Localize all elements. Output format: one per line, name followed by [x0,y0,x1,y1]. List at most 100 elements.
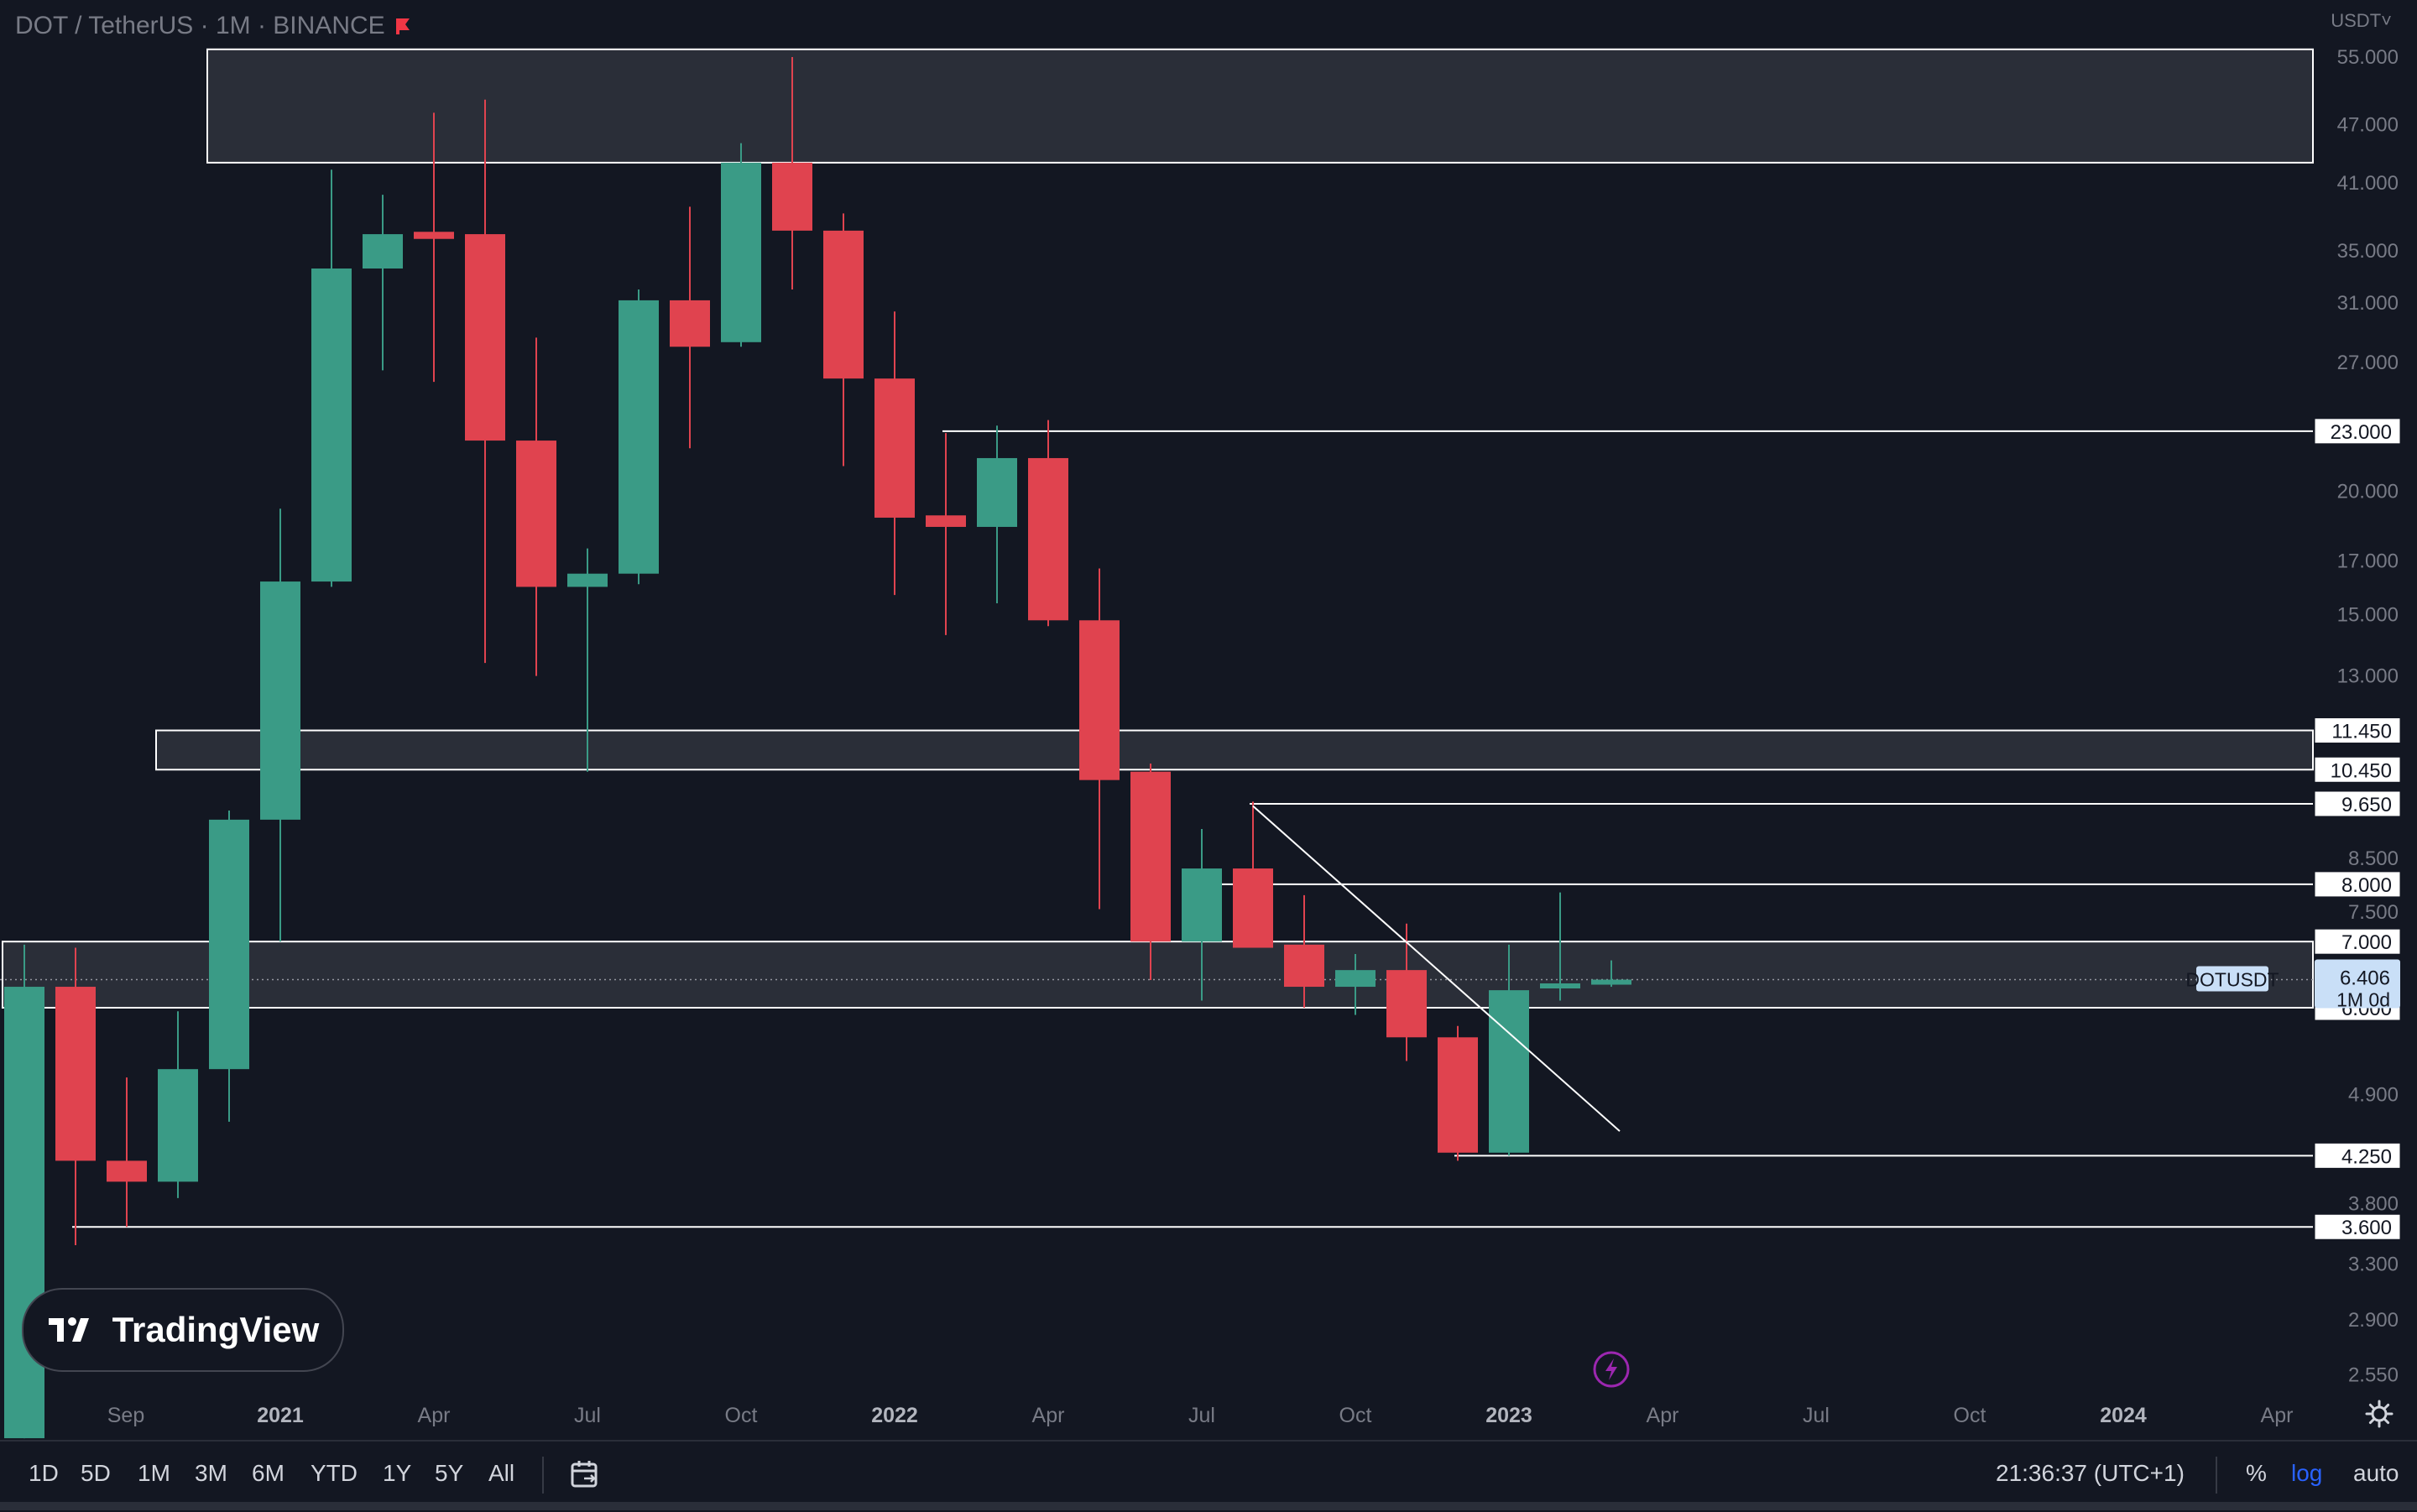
level-price-tag[interactable] [2314,717,2401,744]
x-tick-label: Apr [2261,1404,2294,1427]
level-price-label: 9.650 [2341,794,2392,816]
candle-body[interactable] [1079,620,1120,780]
y-tick-label: 47.000 [2337,113,2399,136]
level-price-label: 4.250 [2341,1145,2392,1168]
price-chart[interactable]: 55.000 47.000 41.000 35.000 31.000 27.000 20.0… [0,0,2417,1440]
y-tick-label: 15.000 [2337,603,2399,626]
x-tick-label: Sep [107,1404,144,1427]
range-5d-button[interactable]: 5D [81,1460,111,1486]
candle-body[interactable] [1489,990,1529,1153]
candle-body[interactable] [567,573,608,587]
range-3m-button[interactable]: 3M [195,1460,227,1486]
candle-body[interactable] [107,1160,147,1182]
range-all-button[interactable]: All [488,1460,515,1486]
candle-body[interactable] [414,232,454,239]
symbol-badge-label: DOTUSDT [2185,969,2279,991]
candle-body[interactable] [516,441,556,587]
candle-body[interactable] [158,1069,198,1182]
symbol-badge[interactable] [2196,966,2268,992]
trendline[interactable] [1252,805,1621,1132]
candle-body[interactable] [55,987,96,1161]
y-tick-label: 17.000 [2337,550,2399,572]
y-tick-label: 3.800 [2348,1193,2399,1216]
candle-body[interactable] [1438,1037,1478,1153]
y-tick-label: 7.500 [2348,901,2399,924]
range-1d-button[interactable]: 1D [29,1460,59,1486]
resistance-zone[interactable] [2,941,2314,1009]
range-5y-button[interactable]: 5Y [435,1460,464,1486]
candle-body[interactable] [4,987,44,1439]
y-tick-label: 2.900 [2348,1309,2399,1332]
candle-body[interactable] [1335,970,1376,988]
tradingview-logo: TradingView [22,1288,344,1372]
level-price-tag[interactable] [2314,928,2401,955]
candle-body[interactable] [363,234,403,269]
candle-body[interactable] [311,269,352,582]
bar-countdown-label: 1M 0d [2336,989,2390,1011]
lightning-icon[interactable] [1592,1350,1631,1389]
candle-body[interactable] [465,234,505,441]
x-tick-label: 2022 [871,1404,918,1427]
y-tick-label: 35.000 [2337,240,2399,263]
auto-toggle[interactable]: auto [2353,1460,2399,1486]
log-toggle[interactable]: log [2291,1460,2323,1486]
candle-body[interactable] [772,162,812,231]
goto-date-icon[interactable] [569,1458,601,1490]
level-price-tag[interactable] [2314,418,2401,445]
bottom-edge [0,1502,2417,1510]
clock-display[interactable]: 21:36:37 (UTC+1) [1996,1460,2185,1486]
candle-body[interactable] [823,230,864,379]
percent-toggle[interactable]: % [2246,1460,2267,1486]
candle-body[interactable] [1591,979,1631,985]
candle-body[interactable] [1284,944,1324,988]
x-tick-label: Jul [1803,1404,1830,1427]
candle-body[interactable] [619,300,659,574]
y-tick-label: 41.000 [2337,172,2399,195]
level-price-tag[interactable] [2314,1213,2401,1240]
x-tick-label: 2023 [1485,1404,1532,1427]
current-price-label: 6.406 [2340,967,2390,990]
settings-gear-icon[interactable] [2365,1400,2394,1428]
candle-body[interactable] [1233,868,1273,948]
level-price-tag[interactable] [2314,1142,2401,1169]
x-tick-label: 2024 [2100,1404,2147,1427]
candle-body[interactable] [1386,970,1427,1038]
y-tick-label: 55.000 [2337,46,2399,69]
x-tick-label: Oct [1339,1404,1372,1427]
level-price-tag[interactable] [2314,790,2401,817]
candle-body[interactable] [721,162,761,342]
candle-body[interactable] [209,819,249,1070]
toolbar-divider [2216,1457,2217,1494]
resistance-zone[interactable] [155,729,2314,771]
current-price-tag[interactable] [2315,959,2400,1009]
y-tick-label: 3.300 [2348,1254,2399,1276]
currency-selector[interactable]: USDT˅ [2331,10,2392,32]
x-tick-label: Oct [725,1404,758,1427]
candle-body[interactable] [1182,868,1222,942]
range-6m-button[interactable]: 6M [252,1460,285,1486]
candle-body[interactable] [670,300,710,347]
level-price-label: 3.600 [2341,1217,2392,1239]
resistance-zone[interactable] [206,48,2314,164]
candle-body[interactable] [874,378,915,518]
flag-icon[interactable] [394,17,412,35]
level-price-label: 7.000 [2341,931,2392,954]
candle-body[interactable] [1540,983,1580,989]
candle-body[interactable] [1130,771,1171,942]
level-price-label: 11.450 [2331,721,2392,743]
level-price-label: 8.000 [2341,874,2392,897]
symbol-title[interactable]: DOT / TetherUS · 1M · BINANCE [15,12,412,40]
x-tick-label: Oct [1954,1404,1986,1427]
candle-body[interactable] [926,515,966,527]
y-tick-label: 31.000 [2337,292,2399,315]
range-1y-button[interactable]: 1Y [383,1460,412,1486]
candle-body[interactable] [977,457,1017,527]
level-price-tag[interactable] [2314,871,2401,898]
candle-body[interactable] [1028,457,1068,621]
level-price-tag[interactable] [2314,756,2401,783]
y-tick-label: 8.500 [2348,847,2399,870]
level-price-label: 23.000 [2331,421,2392,444]
range-1m-button[interactable]: 1M [138,1460,170,1486]
candle-body[interactable] [260,581,300,820]
range-ytd-button[interactable]: YTD [311,1460,358,1486]
